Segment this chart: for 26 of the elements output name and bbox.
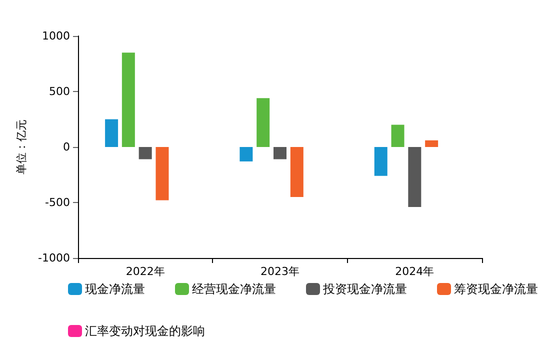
y-tick-label: -1000 <box>38 252 70 264</box>
bar <box>374 147 388 176</box>
legend-label: 经营现金净流量 <box>192 282 276 296</box>
bar <box>138 147 152 160</box>
bar <box>274 147 286 160</box>
legend-label: 现金净流量 <box>85 282 145 296</box>
x-tick-label: 2023年 <box>260 265 300 278</box>
y-tick-label: 1000 <box>42 30 70 42</box>
x-tick-label: 2022年 <box>126 265 165 278</box>
bar <box>256 98 270 147</box>
bar <box>240 147 253 162</box>
bar <box>290 147 304 197</box>
legend-label: 投资现金净流量 <box>322 282 407 296</box>
legend-label: 汇率变动对现金的影响 <box>85 324 205 338</box>
y-tick-label: -500 <box>45 196 70 209</box>
y-axis-title: 单位：亿元 <box>15 120 28 174</box>
bar <box>122 52 135 147</box>
x-tick-label: 2024年 <box>395 265 434 278</box>
bar <box>391 124 404 147</box>
legend-label: 筹资现金净流量 <box>454 282 538 296</box>
y-tick-label: 500 <box>49 85 70 98</box>
bar <box>408 147 422 207</box>
y-tick-label: 0 <box>63 140 70 154</box>
bar <box>156 147 169 200</box>
bar <box>425 140 438 147</box>
bar <box>105 119 118 147</box>
